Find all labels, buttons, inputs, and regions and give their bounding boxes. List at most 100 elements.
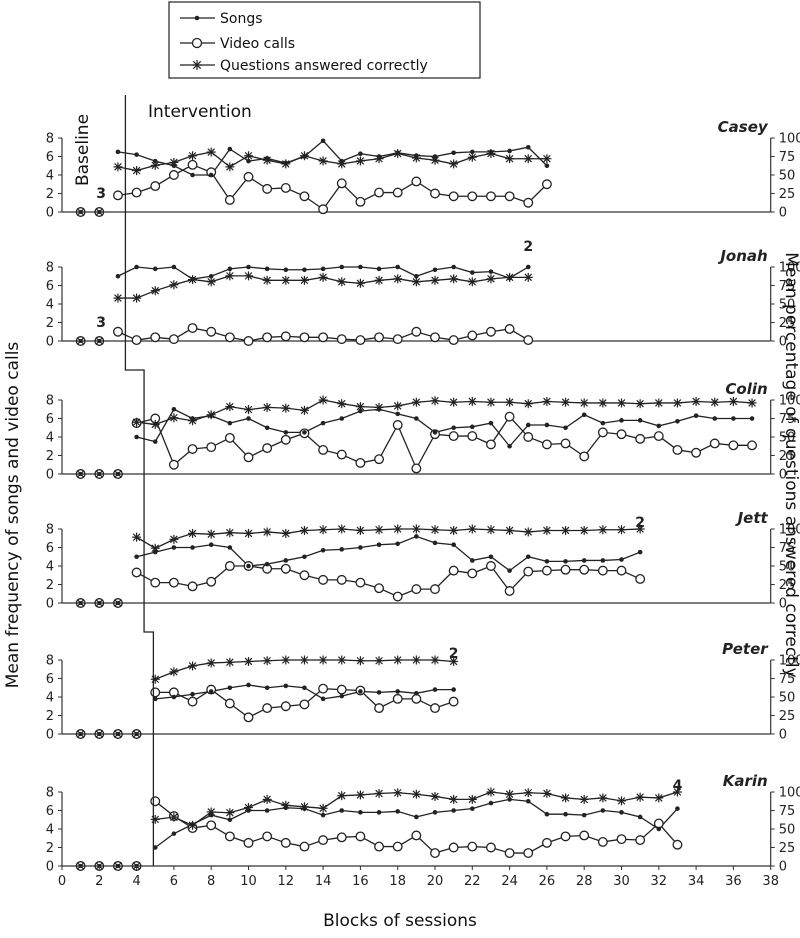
baseline-song-point xyxy=(78,732,83,736)
question-point xyxy=(225,808,235,818)
panel-annotation: 2 xyxy=(449,646,459,662)
video-call-point xyxy=(168,170,179,180)
x-tick-label: 36 xyxy=(725,874,742,889)
song-point xyxy=(264,685,270,691)
star-stroke xyxy=(412,154,421,162)
song-point xyxy=(414,814,419,820)
video-call-point xyxy=(597,565,608,576)
star-stroke xyxy=(244,803,253,812)
video-call-point xyxy=(411,693,422,704)
question-point xyxy=(430,396,440,406)
video-call-point xyxy=(467,330,478,341)
star-stroke xyxy=(599,399,607,407)
video-call-point xyxy=(355,335,366,346)
video-call-point xyxy=(504,411,515,422)
question-point xyxy=(486,525,496,535)
question-point xyxy=(355,278,365,288)
star-stroke xyxy=(468,525,477,533)
star-stroke xyxy=(375,789,383,798)
question-point xyxy=(411,524,421,534)
song-point xyxy=(749,416,755,421)
question-point xyxy=(579,525,589,535)
video-call-point xyxy=(430,188,440,199)
video-call-point xyxy=(504,191,515,202)
songs-line xyxy=(117,139,548,176)
video-call-point xyxy=(541,179,552,190)
song-point xyxy=(563,559,568,564)
legend-songs-marker xyxy=(194,15,200,21)
question-point xyxy=(299,151,309,161)
question-point xyxy=(188,661,198,671)
video-call-point xyxy=(299,841,310,852)
panel-annotation: 4 xyxy=(673,778,683,794)
video-call-point xyxy=(262,703,273,714)
song-point xyxy=(525,554,531,560)
left-tick-label: 0 xyxy=(46,335,54,350)
left-tick-label: 2 xyxy=(46,709,54,724)
song-point xyxy=(358,810,363,815)
video-call-point xyxy=(392,591,403,602)
question-point xyxy=(449,274,459,284)
question-point xyxy=(355,402,365,412)
song-point xyxy=(544,811,550,817)
star-stroke xyxy=(151,420,160,429)
x-tick-label: 14 xyxy=(315,874,332,889)
song-point xyxy=(171,694,177,700)
star-stroke xyxy=(375,656,383,665)
video-call-point xyxy=(523,848,534,859)
panel-annotation: 3 xyxy=(96,186,106,202)
video-call-point xyxy=(336,832,347,843)
song-point xyxy=(470,270,475,275)
song-point xyxy=(507,443,512,449)
left-tick-label: 6 xyxy=(46,804,54,819)
question-point xyxy=(393,524,403,534)
right-tick-label: 0 xyxy=(779,728,787,743)
baseline-song-point xyxy=(78,472,83,476)
video-call-point xyxy=(709,438,720,449)
song-point xyxy=(376,690,382,695)
song-point xyxy=(190,172,195,178)
video-call-point xyxy=(318,835,329,846)
video-call-point xyxy=(206,820,217,831)
star-stroke xyxy=(505,273,514,282)
star-stroke xyxy=(151,544,160,553)
song-point xyxy=(283,430,289,435)
baseline-song-point xyxy=(78,210,83,214)
x-tick-label: 38 xyxy=(762,874,779,889)
video-call-point xyxy=(168,459,179,470)
star-stroke xyxy=(188,275,197,284)
star-stroke xyxy=(263,276,271,285)
video-call-point xyxy=(691,447,702,458)
video-call-point xyxy=(374,454,385,465)
video-call-point xyxy=(318,332,329,343)
video-call-point xyxy=(448,842,459,853)
video-call-point xyxy=(448,191,459,202)
song-point xyxy=(637,418,643,423)
question-point xyxy=(337,159,347,169)
question-point xyxy=(132,417,142,427)
star-stroke xyxy=(617,797,626,805)
video-call-point xyxy=(448,565,459,576)
x-tick-label: 24 xyxy=(501,874,518,889)
question-point xyxy=(206,529,216,539)
song-point xyxy=(619,810,624,815)
question-point xyxy=(467,396,477,406)
question-point xyxy=(318,655,328,665)
question-point xyxy=(430,525,440,535)
star-stroke xyxy=(337,399,346,408)
video-call-point xyxy=(280,837,291,848)
song-point xyxy=(619,557,624,562)
star-stroke xyxy=(132,166,141,175)
video-call-point xyxy=(262,831,273,842)
question-point xyxy=(411,397,421,407)
star-stroke xyxy=(300,526,309,535)
video-call-point xyxy=(243,837,254,848)
song-point xyxy=(525,798,531,804)
video-call-point xyxy=(504,848,515,859)
song-point xyxy=(525,144,531,150)
star-stroke xyxy=(151,286,160,295)
question-point xyxy=(561,397,571,407)
video-call-point xyxy=(336,684,347,695)
star-stroke xyxy=(487,788,495,796)
panel-karin xyxy=(58,787,775,871)
